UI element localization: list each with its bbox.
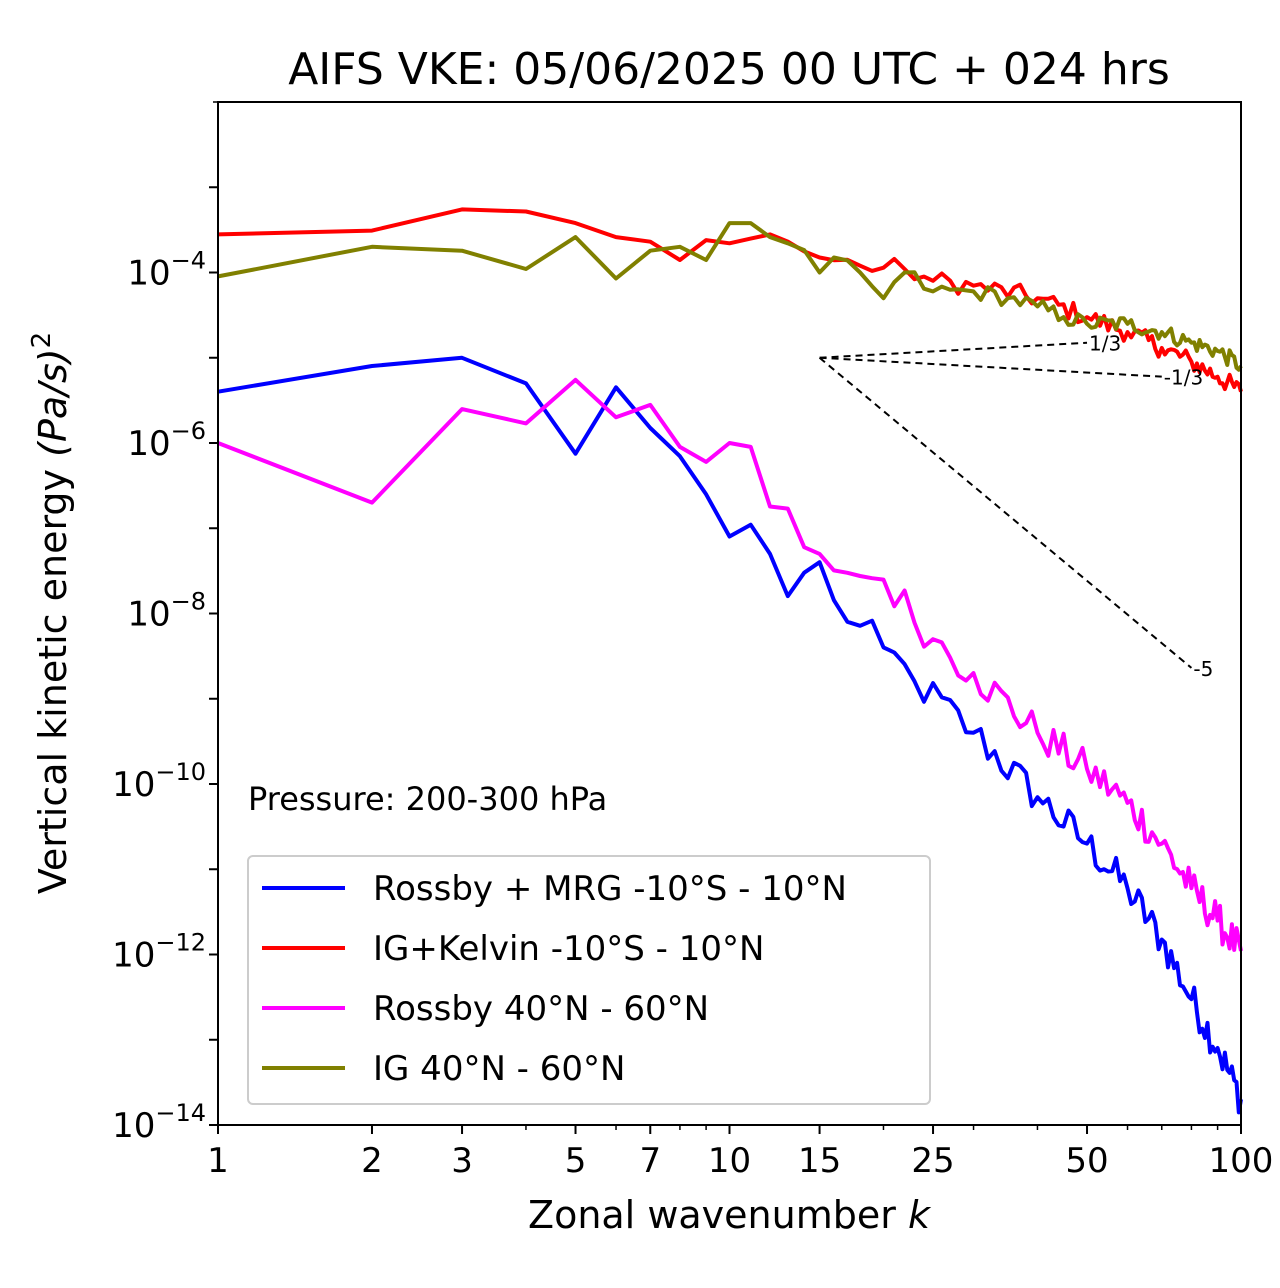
y-axis-label-units: (Pa/s): [31, 348, 75, 456]
x-axis-ticks: 1 2 3 5 7 10 15 25 50 100: [207, 1125, 1273, 1181]
slope-line-1-3: [819, 341, 1088, 359]
x-tick-label: 1: [207, 1141, 229, 1181]
series-line-rossby-mrg-10-s-10-n: [217, 355, 1243, 1115]
y-axis-label: Vertical kinetic energy (Pa/s)2: [27, 332, 75, 894]
chart-title: AIFS VKE: 05/06/2025 00 UTC + 024 hrs: [288, 44, 1170, 95]
x-tick-label: 25: [911, 1141, 954, 1181]
legend-label-rossby-mrg-10-s-10-n: Rossby + MRG -10°S - 10°N: [373, 869, 847, 909]
pressure-annotation: Pressure: 200-300 hPa: [248, 780, 607, 818]
x-tick-label: 100: [1209, 1141, 1274, 1181]
series-line-ig-kelvin-10-s-10-n: [217, 207, 1243, 393]
y-tick-label: 10−4: [127, 247, 206, 294]
x-axis-label: Zonal wavenumber k: [528, 1193, 932, 1237]
x-tick-label: 7: [639, 1141, 661, 1181]
y-tick-label: 10−14: [112, 1099, 206, 1146]
x-tick-label: 15: [798, 1141, 841, 1181]
slope-label-1-3: -1/3: [1164, 366, 1203, 390]
y-axis-label-text: Vertical kinetic energy: [31, 469, 75, 894]
x-tick-label: 3: [451, 1141, 473, 1181]
y-tick-label: 10−6: [127, 417, 206, 464]
legend-label-ig-kelvin-10-s-10-n: IG+Kelvin -10°S - 10°N: [373, 929, 764, 969]
legend-label-ig-40-n-60-n: IG 40°N - 60°N: [373, 1049, 625, 1089]
slope-line-5: [818, 356, 1193, 669]
slope-label-5: -5: [1193, 657, 1213, 681]
x-tick-label: 5: [565, 1141, 587, 1181]
x-tick-label: 2: [361, 1141, 383, 1181]
y-tick-label: 10−8: [127, 588, 206, 635]
series-lines: [217, 207, 1243, 1115]
y-tick-label: 10−10: [112, 758, 206, 805]
x-tick-label: 10: [708, 1141, 751, 1181]
reference-slopes: 1/3 -1/3 -5: [818, 332, 1213, 681]
series-line-ig-40-n-60-n: [217, 221, 1243, 372]
slope-line-1-3: [819, 356, 1162, 378]
legend-box: [247, 855, 931, 1105]
y-axis-label-exp: 2: [27, 332, 57, 349]
slope-label-1-3: 1/3: [1089, 332, 1121, 356]
y-axis-ticks: 10−4 10−6 10−8 10−10 10−12 10−14: [112, 101, 218, 1146]
x-tick-label: 50: [1065, 1141, 1108, 1181]
legend-label-rossby-40-n-60-n: Rossby 40°N - 60°N: [373, 989, 709, 1029]
legend: Rossby + MRG -10°S - 10°N IG+Kelvin -10°S…: [247, 855, 931, 1105]
x-axis-label-var: k: [908, 1193, 932, 1237]
x-axis-label-text: Zonal wavenumber: [528, 1193, 896, 1237]
series-line-rossby-40-n-60-n: [217, 377, 1243, 952]
y-tick-label: 10−12: [112, 929, 206, 976]
